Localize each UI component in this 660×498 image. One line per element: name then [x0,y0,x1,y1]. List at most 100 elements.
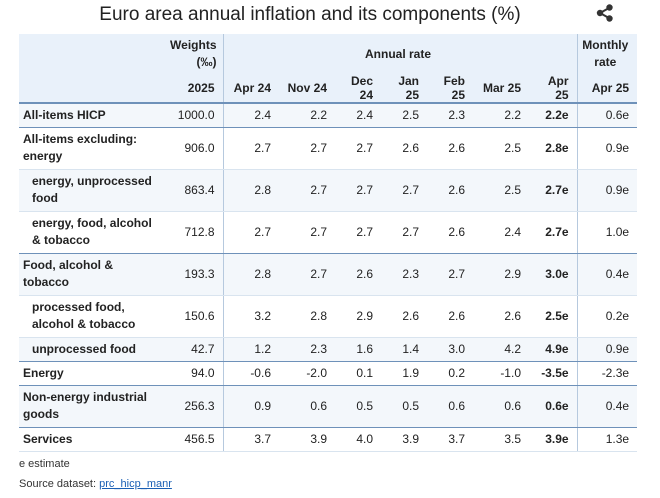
row-label: unprocessed food [19,337,161,362]
annual-rate-cell: 0.9 [222,385,279,428]
annual-rate-cell: 2.7 [222,127,279,170]
annual-rate-cell: 2.4 [335,103,381,128]
row-label: Energy [19,361,161,386]
annual-rate-cell: 3.5 [473,427,529,452]
annual-rate-cell: 2.7e [529,169,578,212]
annual-rate-cell: 2.3 [427,103,473,128]
monthly-rate-cell: 0.4e [576,253,638,296]
annual-rate-cell: 3.0 [427,337,473,362]
inflation-table: Weights (‰) Annual rate Monthly rate 202… [19,34,638,452]
annual-rate-cell: 3.9e [529,427,578,452]
row-label: energy, unprocessed food [19,169,161,212]
annual-rate-cell: -3.5e [529,361,578,386]
annual-rate-cell: 3.2 [222,295,279,338]
monthly-rate-cell: 0.6e [576,103,638,128]
annual-rate-cell: 0.6e [529,385,578,428]
table-row: energy, unprocessed food 863.4 2.8 2.7 2.7 2.… [19,169,638,212]
annual-rate-cell: 2.7 [381,169,427,212]
annual-rate-cell: 2.6 [473,295,529,338]
row-label: All-items HICP [19,103,161,128]
weight-cell: 256.3 [161,385,223,428]
annual-rate-cell: 2.7 [427,253,473,296]
table-row: All-items excluding: energy 906.0 2.7 2.7 2.… [19,127,638,170]
annual-rate-cell: 3.7 [222,427,279,452]
annual-rate-cell: 2.7 [335,211,381,254]
annual-rate-cell: 2.6 [427,295,473,338]
annual-rate-cell: 2.7e [529,211,578,254]
annual-rate-cell: 2.4 [473,211,529,254]
annual-rate-cell: 2.7 [279,127,335,170]
column-header: Mar 25 [473,74,529,104]
annual-rate-cell: -2.0 [279,361,335,386]
weight-cell: 94.0 [161,361,223,386]
annual-rate-cell: 2.6 [427,127,473,170]
annual-rate-cell: 2.8 [279,295,335,338]
annual-rate-cell: 2.5 [473,169,529,212]
table-body: All-items HICP 1000.0 2.4 2.2 2.4 2.5 2.3 2.2 2.… [19,103,638,452]
column-header: Feb 25 [427,74,473,104]
weights-header: Weights (‰) [161,34,223,74]
monthly-column-header: Apr 25 [576,74,638,104]
chart-title: Euro area annual inflation and its compo… [99,4,521,25]
annual-rate-header: Annual rate [222,34,578,74]
weight-cell: 1000.0 [161,103,223,128]
share-icon-graphic [596,4,613,22]
annual-rate-cell: 2.6 [427,211,473,254]
annual-rate-cell: 4.9e [529,337,578,362]
annual-rate-cell: 1.6 [335,337,381,362]
row-label: Food, alcohol & tobacco [19,253,161,296]
annual-rate-cell: 3.7 [427,427,473,452]
monthly-rate-cell: 1.0e [576,211,638,254]
weight-cell: 150.6 [161,295,223,338]
annual-rate-cell: 2.5 [473,127,529,170]
annual-rate-cell: 2.7 [335,127,381,170]
source-dataset-link[interactable]: prc_hicp_manr [99,478,172,490]
annual-rate-cell: 2.5 [381,103,427,128]
annual-rate-cell: 4.0 [335,427,381,452]
header-blank-2 [19,74,161,104]
row-label: energy, food, alcohol & tobacco [19,211,161,254]
annual-rate-cell: 2.9 [335,295,381,338]
table-row: Food, alcohol & tobacco 193.3 2.8 2.7 2.6 2.3… [19,253,638,296]
annual-rate-cell: 0.5 [335,385,381,428]
annual-rate-cell: 2.9 [473,253,529,296]
annual-rate-cell: 0.6 [473,385,529,428]
table-row: unprocessed food 42.7 1.2 2.3 1.6 1.4 3.0 4.2 4.… [19,337,638,362]
annual-rate-cell: 3.9 [381,427,427,452]
table-row: All-items HICP 1000.0 2.4 2.2 2.4 2.5 2.3 2.2 2.… [19,103,638,128]
column-header: Dec 24 [335,74,381,104]
annual-rate-cell: 1.4 [381,337,427,362]
monthly-rate-cell: 0.4e [576,385,638,428]
weights-year-header: 2025 [161,74,223,104]
annual-rate-cell: 3.9 [279,427,335,452]
row-label: processed food, alcohol & tobacco [19,295,161,338]
estimate-note: e estimate [19,458,70,470]
annual-rate-cell: 2.4 [222,103,279,128]
annual-rate-cell: 2.8 [222,253,279,296]
annual-rate-cell: 2.6 [335,253,381,296]
source-label: Source dataset: [19,478,97,490]
header-blank [19,34,161,74]
monthly-rate-cell: -2.3e [576,361,638,386]
annual-rate-cell: 0.6 [279,385,335,428]
monthly-rate-cell: 1.3e [576,427,638,452]
table-row: Services 456.5 3.7 3.9 4.0 3.9 3.7 3.5 3.9e 1.3e [19,427,638,452]
table-row: Energy 94.0 -0.6 -2.0 0.1 1.9 0.2 -1.0 -3.5e -2.3… [19,361,638,386]
monthly-rate-cell: 0.9e [576,337,638,362]
annual-rate-cell: -1.0 [473,361,529,386]
source-line: Source dataset: prc_hicp_manr [19,478,172,490]
annual-rate-cell: 3.0e [529,253,578,296]
annual-rate-cell: 2.8 [222,169,279,212]
monthly-rate-cell: 0.9e [576,169,638,212]
annual-rate-cell: 0.5 [381,385,427,428]
annual-rate-cell: 0.1 [335,361,381,386]
monthly-rate-header: Monthly rate [576,34,638,74]
annual-rate-cell: 2.3 [381,253,427,296]
annual-rate-cell: 2.2e [529,103,578,128]
annual-rate-cell: 0.2 [427,361,473,386]
annual-rate-cell: 2.7 [279,211,335,254]
column-header: Apr 25 [529,74,578,104]
column-header: Jan 25 [381,74,427,104]
share-icon[interactable] [594,3,616,23]
annual-rate-cell: 1.9 [381,361,427,386]
